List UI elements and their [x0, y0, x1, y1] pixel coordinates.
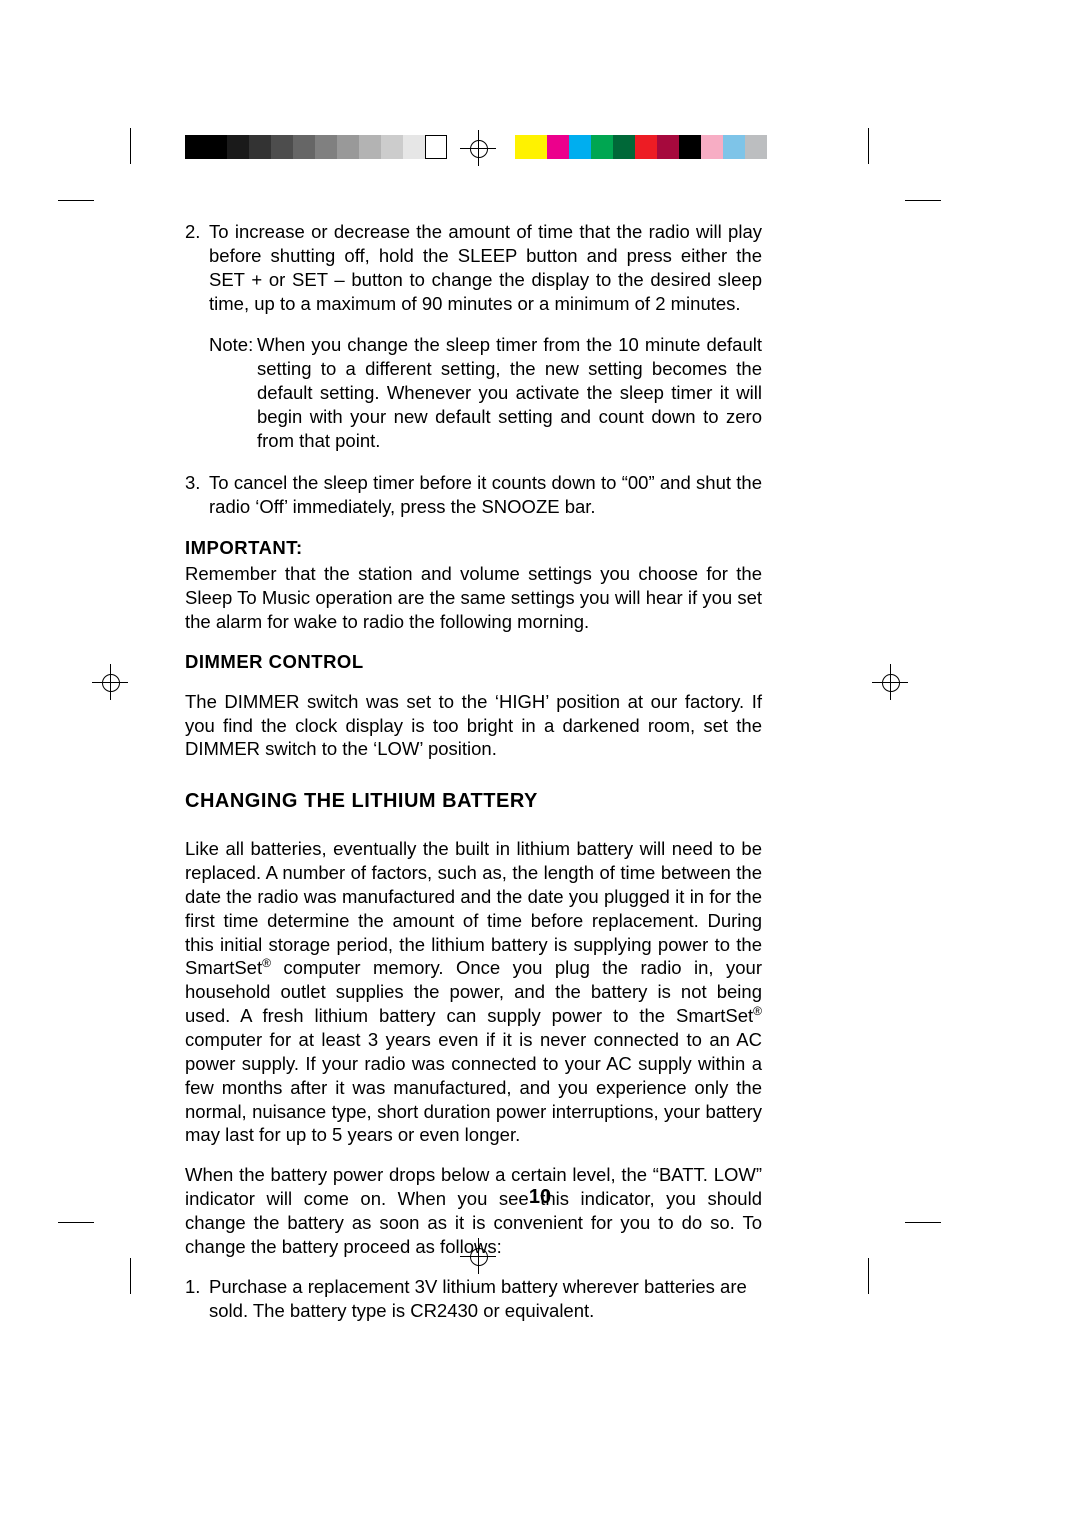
crop-mark [58, 1222, 94, 1223]
list-item-number: 2. [185, 220, 209, 315]
swatch [635, 135, 657, 159]
swatch [315, 135, 337, 159]
swatch [613, 135, 635, 159]
swatch [359, 135, 381, 159]
swatch [515, 135, 547, 159]
swatch [293, 135, 315, 159]
swatch [745, 135, 767, 159]
battery-heading: CHANGING THE LITHIUM BATTERY [185, 789, 762, 815]
swatch [701, 135, 723, 159]
crop-mark [905, 1222, 941, 1223]
list-item-number: 3. [185, 471, 209, 519]
list-item-text: To increase or decrease the amount of ti… [209, 220, 762, 315]
registration-mark [92, 664, 128, 700]
registration-mark [872, 664, 908, 700]
crop-mark [868, 1258, 869, 1294]
swatch [425, 135, 447, 159]
swatch [679, 135, 701, 159]
important-heading: IMPORTANT: [185, 536, 762, 560]
swatch [403, 135, 425, 159]
dimmer-heading: DIMMER CONTROL [185, 650, 762, 674]
registered-mark: ® [262, 956, 271, 970]
swatch [271, 135, 293, 159]
page-number: 10 [0, 1186, 1080, 1209]
swatch [547, 135, 569, 159]
list-item-text: Purchase a replacement 3V lithium batter… [209, 1275, 762, 1323]
crop-mark [905, 200, 941, 201]
registration-mark [460, 130, 496, 166]
swatch [249, 135, 271, 159]
list-item-number: 1. [185, 1275, 209, 1323]
note-text: When you change the sleep timer from the… [257, 333, 762, 452]
swatch [337, 135, 359, 159]
crop-mark [868, 128, 869, 164]
battery-paragraph-1: Like all batteries, eventually the built… [185, 837, 762, 1147]
color-calibration-bar [515, 135, 767, 159]
swatch [185, 135, 227, 159]
swatch [569, 135, 591, 159]
crop-mark [130, 128, 131, 164]
dimmer-text: The DIMMER switch was set to the ‘HIGH’ … [185, 690, 762, 762]
important-text: Remember that the station and volume set… [185, 562, 762, 634]
note-label: Note: [209, 333, 257, 452]
registered-mark: ® [753, 1004, 762, 1018]
list-item-text: To cancel the sleep timer before it coun… [209, 471, 762, 519]
battery-paragraph-2: When the battery power drops below a cer… [185, 1163, 762, 1258]
swatch [657, 135, 679, 159]
note-block: Note: When you change the sleep timer fr… [209, 333, 762, 452]
crop-mark [130, 1258, 131, 1294]
list-item: 1. Purchase a replacement 3V lithium bat… [185, 1275, 762, 1323]
swatch [227, 135, 249, 159]
swatch [381, 135, 403, 159]
document-page: 2. To increase or decrease the amount of… [0, 0, 1080, 1528]
battery-p1-c: computer for at least 3 years even if it… [185, 1029, 762, 1145]
page-content: 2. To increase or decrease the amount of… [185, 220, 762, 1340]
swatch [723, 135, 745, 159]
swatch [591, 135, 613, 159]
list-item: 3. To cancel the sleep timer before it c… [185, 471, 762, 519]
battery-p1-b: computer memory. Once you plug the radio… [185, 957, 762, 1026]
grayscale-calibration-bar [185, 135, 447, 159]
crop-mark [58, 200, 94, 201]
list-item: 2. To increase or decrease the amount of… [185, 220, 762, 315]
